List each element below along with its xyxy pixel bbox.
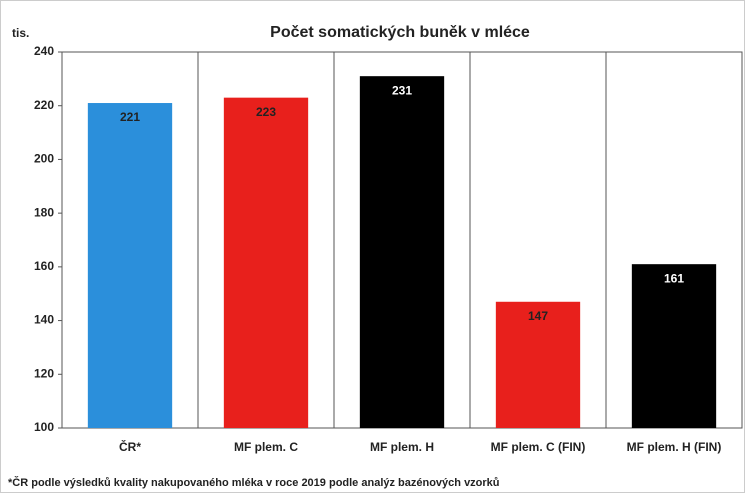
y-tick-label: 120: [34, 366, 54, 380]
data-label: 147: [528, 309, 548, 323]
data-label: 223: [256, 105, 276, 119]
x-tick-label: MF plem. H (FIN): [627, 440, 722, 454]
bar: [495, 301, 581, 428]
y-tick-label: 160: [34, 259, 54, 273]
footnote: *ČR podle výsledků kvality nakupovaného …: [8, 476, 500, 489]
x-tick-label: MF plem. C (FIN): [491, 440, 586, 454]
data-label: 221: [120, 110, 140, 124]
y-tick-label: 220: [34, 98, 54, 112]
bar: [359, 76, 445, 429]
bar: [631, 264, 717, 428]
x-tick-label: MF plem. H: [370, 440, 434, 454]
x-tick-label: ČR*: [119, 439, 141, 454]
bar: [223, 97, 309, 429]
y-tick-label: 100: [34, 420, 54, 434]
bar: [87, 103, 173, 429]
y-unit: tis.: [12, 26, 29, 40]
y-tick-label: 200: [34, 152, 54, 166]
chart-title: Počet somatických buněk v mléce: [270, 24, 530, 41]
y-tick-label: 180: [34, 205, 54, 219]
y-tick-label: 140: [34, 313, 54, 327]
data-label: 161: [664, 271, 684, 285]
data-label: 231: [392, 83, 412, 97]
y-tick-label: 240: [34, 44, 54, 58]
x-tick-label: MF plem. C: [234, 440, 298, 454]
